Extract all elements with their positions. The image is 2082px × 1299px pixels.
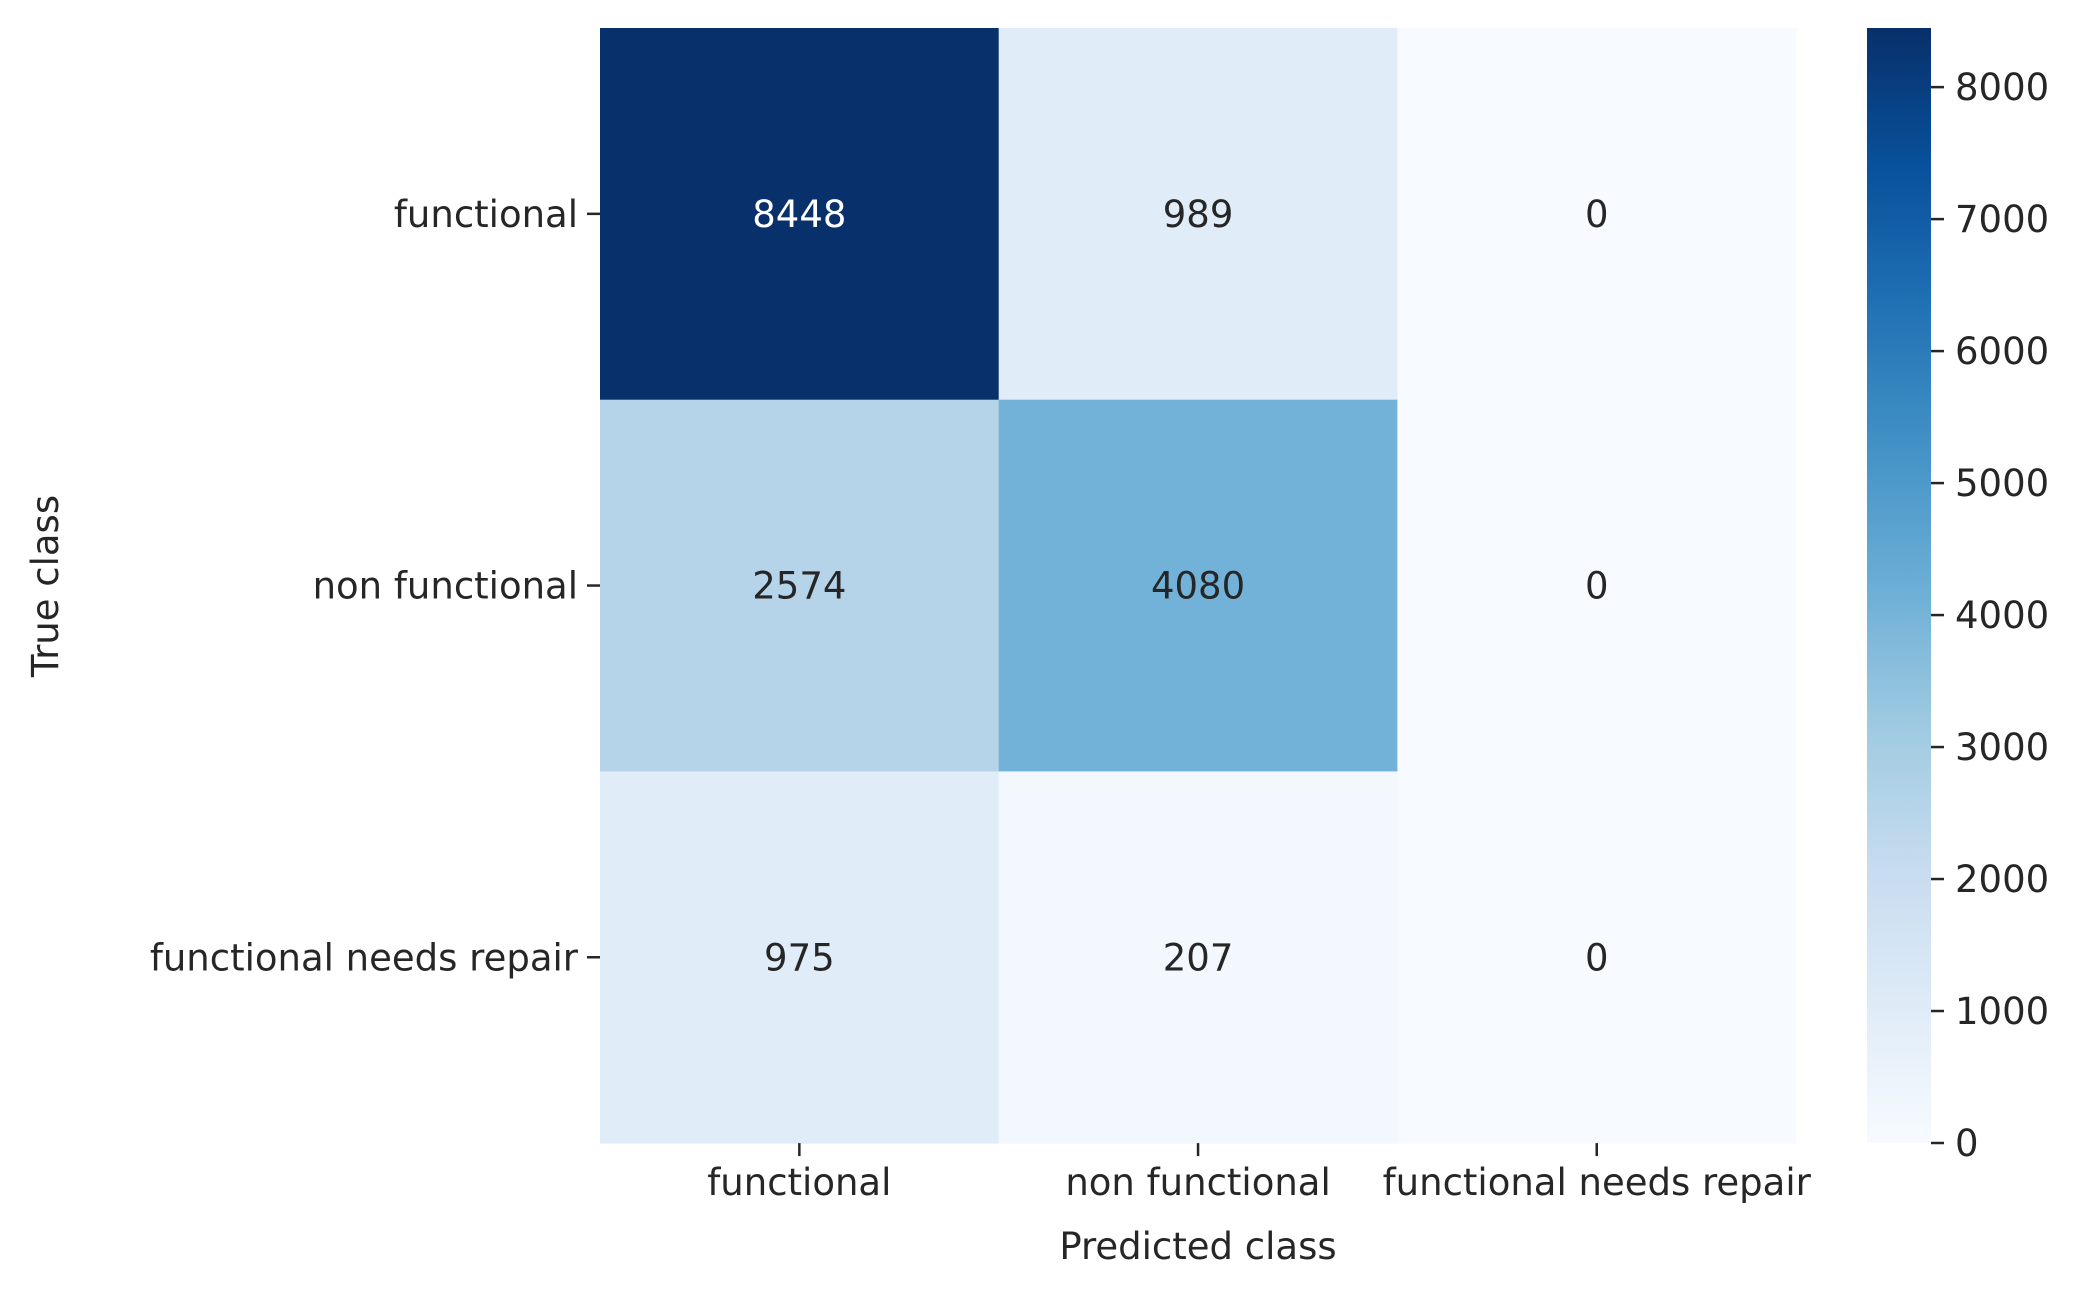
colorbar-tick-label: 5000 xyxy=(1955,462,2049,505)
heatmap-cell-labels: 8448 989 0 2574 4080 0 975 207 0 xyxy=(752,193,1608,979)
y-tick-label: non functional xyxy=(313,565,578,608)
x-axis-label: Predicted class xyxy=(1059,1225,1336,1268)
y-axis-label: True class xyxy=(24,495,67,678)
colorbar-tick-label: 4000 xyxy=(1955,594,2049,637)
colorbar-tick-label: 7000 xyxy=(1955,198,2049,241)
x-axis: functional non functional functional needs… xyxy=(707,1143,1812,1204)
y-axis: functional non functional functional needs… xyxy=(150,193,600,979)
colorbar-tick-label: 8000 xyxy=(1955,66,2049,109)
heatmap-cell xyxy=(1397,399,1797,772)
y-tick-label: functional xyxy=(394,193,578,236)
colorbar-tick-label: 1000 xyxy=(1955,990,2049,1033)
cell-value-label: 207 xyxy=(1163,936,1234,979)
colorbar-tick-label: 3000 xyxy=(1955,726,2049,769)
colorbar: 0 1000 2000 3000 4000 5000 6000 7000 8000 xyxy=(1867,28,2049,1165)
cell-value-label: 8448 xyxy=(752,193,846,236)
cell-value-label: 0 xyxy=(1585,565,1609,608)
cell-value-label: 0 xyxy=(1585,193,1609,236)
colorbar-tick-label: 2000 xyxy=(1955,858,2049,901)
heatmap-cell xyxy=(1397,771,1797,1144)
cell-value-label: 2574 xyxy=(752,565,846,608)
x-tick-label: functional xyxy=(707,1161,891,1204)
x-tick-label: functional needs repair xyxy=(1383,1161,1812,1204)
x-tick-label: non functional xyxy=(1065,1161,1330,1204)
cell-value-label: 4080 xyxy=(1151,565,1245,608)
heatmap-cell xyxy=(998,771,1398,1144)
heatmap-cell xyxy=(600,771,1000,1144)
heatmap-cell xyxy=(600,399,1000,772)
colorbar-tick-label: 0 xyxy=(1955,1122,1979,1165)
y-tick-label: functional needs repair xyxy=(150,936,579,979)
heatmap-cell xyxy=(998,399,1398,772)
heatmap-cell xyxy=(1397,28,1797,401)
cell-value-label: 989 xyxy=(1163,193,1234,236)
cell-value-label: 975 xyxy=(764,936,835,979)
heatmap-cell xyxy=(600,28,1000,401)
colorbar-gradient xyxy=(1867,28,1931,1143)
cell-value-label: 0 xyxy=(1585,936,1609,979)
heatmap-cell xyxy=(998,28,1398,401)
colorbar-tick-label: 6000 xyxy=(1955,330,2049,373)
heatmap-cells xyxy=(600,28,1797,1144)
